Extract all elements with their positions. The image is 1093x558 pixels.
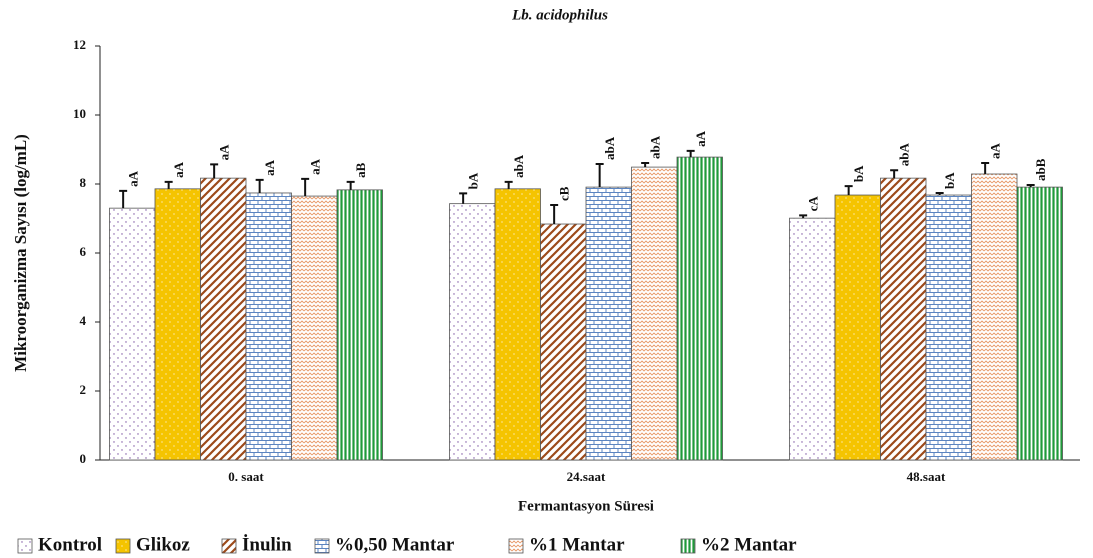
error-bar — [981, 161, 990, 174]
error-bar — [686, 149, 695, 158]
significance-label: abA — [511, 154, 526, 178]
bar — [789, 217, 836, 461]
legend-label: %0,50 Mantar — [335, 534, 455, 555]
error-bar — [595, 162, 604, 188]
significance-label: aA — [308, 158, 323, 175]
error-bar — [210, 163, 219, 179]
x-axis-label: Fermantasyon Süresi — [518, 498, 654, 514]
significance-label: bA — [851, 165, 866, 182]
bar — [200, 177, 247, 461]
significance-label: abB — [1033, 158, 1048, 181]
significance-label: bA — [466, 172, 481, 189]
bar — [1016, 186, 1063, 461]
legend-swatch — [221, 538, 237, 554]
x-tick-label: 48.saat — [907, 469, 946, 484]
y-tick-label: 2 — [80, 382, 87, 397]
bar — [971, 173, 1018, 461]
legend-swatch — [17, 538, 33, 554]
error-bar — [346, 180, 355, 190]
significance-label: aA — [217, 144, 232, 161]
significance-label: aA — [693, 130, 708, 147]
significance-label: abA — [648, 135, 663, 159]
bar — [585, 186, 632, 461]
error-bar — [164, 180, 173, 189]
error-bar — [799, 214, 808, 219]
significance-label: bA — [942, 172, 957, 189]
error-bar — [119, 189, 128, 209]
error-bar — [550, 204, 559, 225]
legend-swatch — [115, 538, 131, 554]
bar — [291, 195, 338, 461]
significance-label: aA — [171, 161, 186, 178]
significance-label: aB — [353, 162, 368, 178]
legend-swatch — [314, 538, 330, 554]
error-bar — [641, 161, 650, 168]
significance-label: aA — [126, 170, 141, 187]
error-bar — [844, 185, 853, 196]
error-bar — [255, 178, 264, 193]
chart-title: Lb. acidophilus — [511, 7, 608, 23]
significance-label: aA — [262, 159, 277, 176]
bar — [245, 192, 292, 461]
x-tick-label: 24.saat — [567, 469, 606, 484]
legend-label: Glikoz — [136, 534, 190, 555]
y-tick-label: 12 — [73, 37, 86, 52]
legend-label: %2 Mantar — [701, 534, 797, 555]
bar — [109, 207, 156, 461]
bar — [631, 166, 678, 461]
legend-label: %1 Mantar — [529, 534, 625, 555]
y-tick-label: 4 — [80, 313, 87, 328]
y-tick-label: 8 — [80, 175, 87, 190]
significance-label: cB — [557, 186, 572, 201]
bar — [540, 223, 587, 461]
x-tick-label: 0. saat — [228, 469, 264, 484]
error-bar — [504, 180, 513, 189]
significance-label: cA — [806, 196, 821, 212]
y-axis-label: Mikroorganizma Sayısı (log/mL) — [11, 134, 30, 372]
y-tick-label: 0 — [80, 451, 87, 466]
legend-label: Kontrol — [38, 534, 102, 555]
significance-label: abA — [897, 142, 912, 166]
legend-swatch — [508, 538, 524, 554]
legend-label: İnulin — [242, 534, 292, 555]
significance-label: abA — [602, 136, 617, 160]
legend-swatch — [680, 538, 696, 554]
bar — [336, 189, 383, 461]
bar — [154, 188, 201, 461]
error-bar — [459, 192, 468, 204]
error-bar — [890, 169, 899, 179]
bar — [925, 194, 972, 461]
bar — [494, 188, 541, 461]
bar — [834, 194, 881, 461]
significance-label: aA — [988, 142, 1003, 159]
error-bar — [935, 191, 944, 196]
bar — [449, 203, 496, 461]
bar — [880, 177, 927, 461]
y-tick-label: 10 — [73, 106, 86, 121]
error-bar — [1026, 184, 1035, 188]
bar — [676, 156, 723, 461]
y-tick-label: 6 — [80, 244, 87, 259]
error-bar — [301, 177, 310, 197]
